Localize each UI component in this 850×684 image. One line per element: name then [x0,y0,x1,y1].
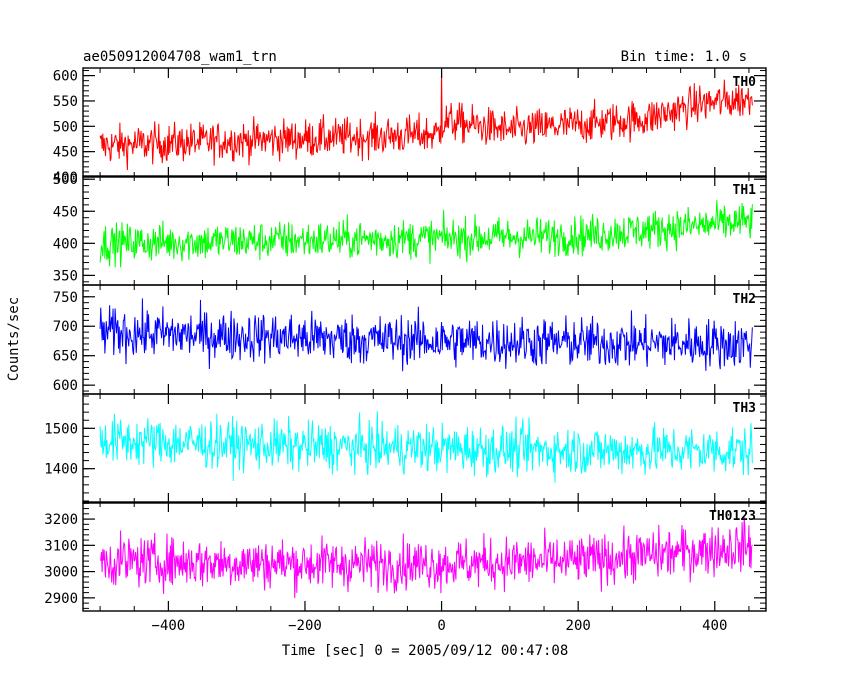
y-tick-label: 400 [53,170,78,186]
y-tick-label: 600 [53,378,78,394]
y-tick-label: 450 [53,145,78,161]
panel-th0: 400 450 500 550 600 TH0 [53,67,767,186]
panel-frame [82,67,767,178]
y-tick-label: 650 [53,349,78,365]
y-tick-label: 350 [53,268,78,284]
y-tick-label: 550 [53,94,78,110]
y-tick-label: 700 [53,319,78,335]
series-line-th0123 [99,516,753,599]
y-tick-label: 3100 [44,538,78,554]
y-tick-label: 600 [53,69,78,85]
y-tick-label: 1400 [44,462,78,478]
y-axis-title: Counts/sec [6,297,22,381]
y-tick-label: 2900 [44,591,78,607]
y-tick-label: 500 [53,119,78,135]
x-tick-label: −200 [288,618,322,634]
panel-label-th3: TH3 [733,401,756,416]
panel-th3: 1400 1500 TH3 [44,393,767,504]
panel-th0123: 2900 3000 3100 3200 TH0123 [44,501,767,612]
panel-frame [82,393,767,504]
y-tick-label: 450 [53,204,78,220]
panels-layer: 400 450 500 550 600 TH0 350 400 450 500 TH1 600 650 7… [44,67,767,612]
series-line-th3 [99,411,753,483]
panel-label-th1: TH1 [733,183,757,198]
panel-label-th0: TH0 [733,75,757,90]
x-tick-label: 400 [702,618,727,634]
series-line-th1 [99,200,753,268]
bin-time-label: Bin time: 1.0 s [621,49,747,65]
chart-title: ae050912004708_wam1_trn [83,49,277,65]
y-tick-label: 1500 [44,421,78,437]
y-tick-label: 400 [53,236,78,252]
y-tick-label: 3200 [44,512,78,528]
panel-frame [82,501,767,612]
x-tick-label: 0 [437,618,445,634]
y-tick-label: 500 [53,172,78,188]
y-tick-label: 3000 [44,565,78,581]
x-axis: −400 −200 0 200 400 [152,618,728,634]
x-tick-label: 200 [566,618,591,634]
panel-label-th2: TH2 [733,292,756,307]
panel-th1: 350 400 450 500 TH1 [53,172,767,286]
y-tick-label: 750 [53,290,78,306]
series-line-th2 [99,298,753,372]
x-tick-label: −400 [152,618,186,634]
x-axis-title: Time [sec] 0 = 2005/09/12 00:47:08 [282,643,569,659]
series-line-th0 [99,68,753,171]
panel-th2: 600 650 700 750 TH2 [53,284,767,395]
panel-label-th0123: TH0123 [709,509,756,524]
